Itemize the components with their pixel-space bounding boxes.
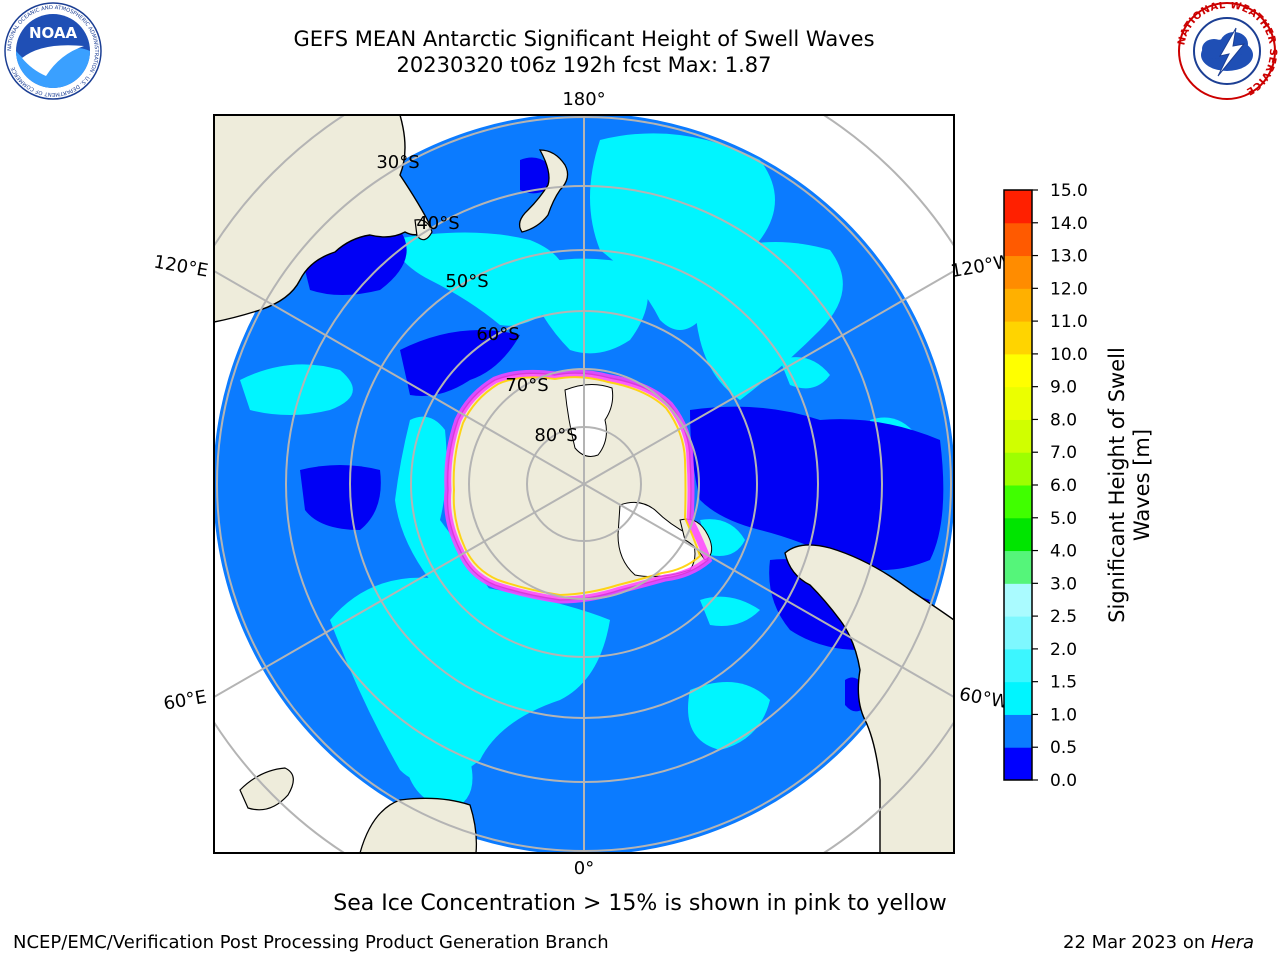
lon-label-bottom: 0° <box>574 858 594 879</box>
nws-logo: NATIONAL WEATHER SERVICE <box>1176 2 1278 100</box>
colorbar-tick-label: 0.5 <box>1050 738 1077 758</box>
swell-patch <box>395 416 490 594</box>
colorbar-tick-label: 12.0 <box>1050 279 1088 299</box>
colorbar-tick-label: 2.5 <box>1050 607 1077 627</box>
map-frame <box>213 114 955 854</box>
ice-shelf-weddell <box>617 501 696 578</box>
colorbar-tick-label: 1.0 <box>1050 705 1077 725</box>
colorbar-swatch <box>1004 550 1032 584</box>
swell-patch <box>695 242 843 400</box>
sea-ice-edge-inner <box>452 376 702 597</box>
lon-label-upper-left: 120°E <box>152 251 210 281</box>
swell-patch <box>390 232 566 326</box>
colorbar: 0.0 0.5 1.0 1.5 2.0 2.5 3.0 4.0 5.0 6.0 7.0 8.0 9.0 1… <box>1003 181 1088 791</box>
chart-title: GEFS MEAN Antarctic Significant Height o… <box>293 27 875 51</box>
footer-host: Hera <box>1210 932 1255 953</box>
colorbar-swatch <box>1004 517 1032 552</box>
sea-ice-edge <box>444 369 713 604</box>
colorbar-tick-label: 10.0 <box>1050 345 1088 365</box>
colorbar-swatch <box>1004 419 1032 453</box>
colorbar-tick-label: 9.0 <box>1050 378 1077 398</box>
swell-patch <box>700 596 760 626</box>
colorbar-swatch <box>1004 321 1032 355</box>
colorbar-tick-label: 3.0 <box>1050 574 1077 594</box>
colorbar-tick-label: 11.0 <box>1050 312 1088 332</box>
colorbar-tick-label: 2.0 <box>1050 640 1077 660</box>
swell-patch <box>240 364 353 415</box>
lon-label-top: 180° <box>562 89 605 110</box>
colorbar-tick-label: 6.0 <box>1050 476 1077 496</box>
lat-label-50s: 50°S <box>445 271 488 292</box>
sea-ice-note: Sea Ice Concentration > 15% is shown in … <box>333 891 947 916</box>
colorbar-swatch <box>1004 452 1032 486</box>
colorbar-tick-label: 15.0 <box>1050 181 1088 201</box>
swell-patch <box>590 133 775 330</box>
swell-patch <box>405 750 473 810</box>
land-australia <box>214 115 431 323</box>
land-new-zealand <box>518 149 569 233</box>
colorbar-swatch <box>1004 747 1032 781</box>
colorbar-swatch <box>1004 714 1032 748</box>
colorbar-tick-label: 14.0 <box>1050 214 1088 234</box>
lat-label-80s: 80°S <box>534 425 577 446</box>
footer-date: 22 Mar 2023 on Hera <box>1063 932 1254 953</box>
colorbar-swatch <box>1004 353 1032 388</box>
footer-date-text: 22 Mar 2023 on <box>1063 932 1211 953</box>
lat-label-70s: 70°S <box>505 375 548 396</box>
chart-subtitle: 20230320 t06z 192h fcst Max: 1.87 <box>396 53 772 77</box>
noaa-logo: NOAA NATIONAL OCEANIC AND ATMOSPHERIC AD… <box>4 2 102 100</box>
graticule <box>214 115 954 853</box>
footer-credit: NCEP/EMC/Verification Post Processing Pr… <box>13 932 609 953</box>
colorbar-swatch <box>1004 648 1032 683</box>
colorbar-swatch <box>1004 681 1032 715</box>
lon-label-lower-left: 60°E <box>162 686 208 714</box>
colorbar-swatch <box>1004 583 1032 617</box>
colorbar-swatch <box>1004 485 1032 519</box>
colorbar-swatch <box>1004 616 1032 650</box>
colorbar-swatch <box>1004 255 1032 289</box>
colorbar-label: Significant Height of Swell Waves [m] <box>1105 347 1154 623</box>
colorbar-swatch <box>1004 386 1032 420</box>
lat-label-40s: 40°S <box>416 213 459 234</box>
colorbar-tick-label: 7.0 <box>1050 443 1077 463</box>
lon-label-lower-right: 60°W <box>958 684 1011 713</box>
lat-label-60s: 60°S <box>476 324 519 345</box>
colorbar-swatch <box>1004 222 1032 257</box>
svg-text:NOAA: NOAA <box>29 24 78 42</box>
colorbar-swatch <box>1004 288 1032 322</box>
swell-patch <box>300 465 381 530</box>
colorbar-tick-label: 4.0 <box>1050 542 1077 562</box>
colorbar-tick-label: 13.0 <box>1050 247 1088 267</box>
land-africa <box>359 797 478 853</box>
ice-shelf-ross <box>564 384 614 457</box>
colorbar-tick-label: 8.0 <box>1050 410 1077 430</box>
colorbar-tick-label: 0.0 <box>1050 771 1077 791</box>
colorbar-tick-label: 5.0 <box>1050 509 1077 529</box>
land-south-america <box>784 544 954 853</box>
lat-label-30s: 30°S <box>376 152 419 173</box>
colorbar-swatch <box>1004 190 1032 224</box>
colorbar-tick-label: 1.5 <box>1050 673 1077 693</box>
